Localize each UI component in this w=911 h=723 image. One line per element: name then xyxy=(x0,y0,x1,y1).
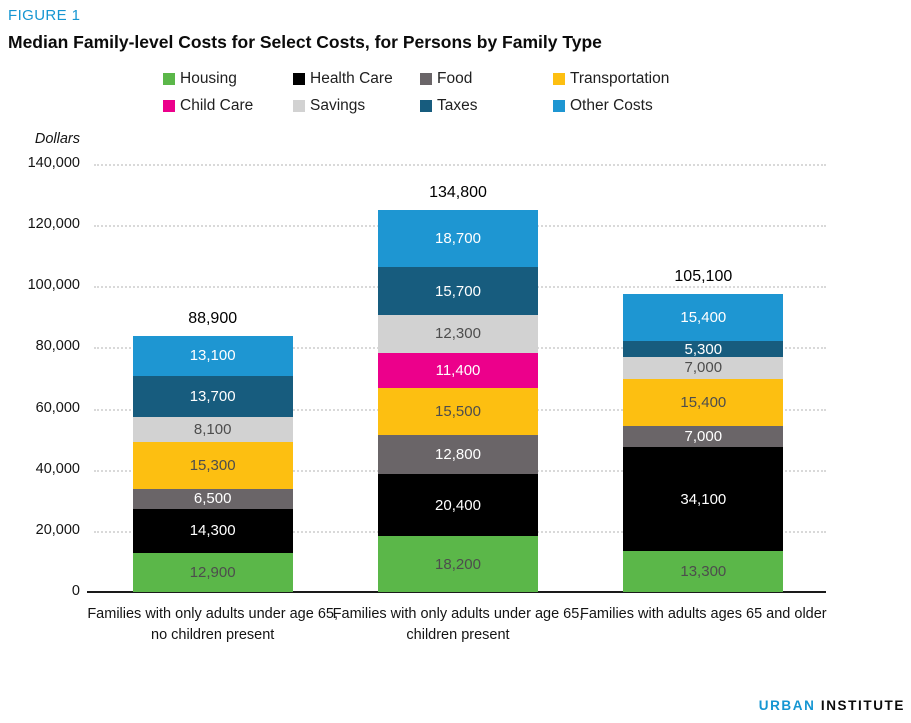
segment-food: 7,000 xyxy=(623,425,784,448)
y-tick-label: 120,000 xyxy=(27,216,80,233)
legend-item-taxes: Taxes xyxy=(420,97,553,115)
child-care-swatch-icon xyxy=(163,100,175,112)
segment-housing: 13,300 xyxy=(623,551,784,592)
other-costs-swatch-icon xyxy=(553,100,565,112)
category-label-1: Families with only adults under age 65, … xyxy=(87,606,338,643)
segment-housing: 18,200 xyxy=(378,536,538,592)
health-care-swatch-icon xyxy=(293,73,305,85)
bar-total-label: 105,100 xyxy=(674,267,733,285)
legend-label: Housing xyxy=(180,70,237,87)
figure-label: FIGURE 1 xyxy=(8,7,81,24)
segment-transportation: 15,500 xyxy=(378,387,538,435)
segment-food: 12,800 xyxy=(378,434,538,475)
gridline xyxy=(94,164,826,166)
legend-label: Child Care xyxy=(180,97,254,114)
chart-title: Median Family-level Costs for Select Cos… xyxy=(8,32,602,52)
stacked-bar-3: 13,300 34,100 7,000 15,400 7,000 5,300 15,400 xyxy=(623,293,784,592)
legend-item-health-care: Health Care xyxy=(293,70,420,88)
y-tick-label: 0 xyxy=(71,583,80,599)
segment-transportation: 15,400 xyxy=(623,378,784,426)
x-axis-category-labels: Families with only adults under age 65, … xyxy=(87,604,826,654)
category-label-3: Families with adults ages 65 and older xyxy=(580,606,827,622)
legend-label: Health Care xyxy=(310,70,393,87)
legend-label: Taxes xyxy=(437,97,478,114)
segment-taxes: 5,300 xyxy=(623,341,784,358)
legend-item-transportation: Transportation xyxy=(553,70,669,88)
stacked-bar-1: 12,900 14,300 6,500 15,300 8,100 13,700 13,100 xyxy=(132,335,293,592)
legend-item-housing: Housing xyxy=(163,70,293,88)
bar-total-label: 88,900 xyxy=(188,309,238,327)
segment-health-care: 14,300 xyxy=(132,508,293,553)
brand-institute: INSTITUTE xyxy=(820,698,905,713)
segment-housing: 12,900 xyxy=(132,552,293,592)
transportation-swatch-icon xyxy=(553,73,565,85)
stacked-bar-2: 18,200 20,400 12,800 15,500 11,400 12,300 15,7… xyxy=(378,209,538,592)
savings-swatch-icon xyxy=(293,100,305,112)
segment-transportation: 15,300 xyxy=(132,442,293,490)
segment-child-care: 11,400 xyxy=(378,352,538,388)
plot-area: 12,900 14,300 6,500 15,300 8,100 13,700 13,100… xyxy=(87,164,826,593)
y-tick-label: 40,000 xyxy=(35,460,80,477)
legend-item-other-costs: Other Costs xyxy=(553,97,669,115)
segment-savings: 12,300 xyxy=(378,315,538,353)
segment-food: 6,500 xyxy=(132,489,293,509)
y-tick-label: 20,000 xyxy=(35,521,80,538)
segment-taxes: 15,700 xyxy=(378,267,538,316)
chart-legend: Housing Health Care Food Transportation Chil… xyxy=(163,70,669,115)
y-tick-label: 60,000 xyxy=(35,399,80,416)
segment-health-care: 34,100 xyxy=(623,447,784,552)
taxes-swatch-icon xyxy=(420,100,432,112)
urban-institute-logo: URBAN INSTITUTE xyxy=(759,698,905,713)
legend-item-food: Food xyxy=(420,70,553,88)
legend-label: Transportation xyxy=(570,70,670,87)
segment-health-care: 20,400 xyxy=(378,474,538,537)
segment-other-costs: 15,400 xyxy=(623,293,784,342)
housing-swatch-icon xyxy=(163,73,175,85)
legend-label: Food xyxy=(437,70,473,87)
y-tick-label: 140,000 xyxy=(27,155,80,171)
y-axis-unit-label: Dollars xyxy=(34,131,80,147)
segment-taxes: 13,700 xyxy=(132,375,293,418)
segment-other-costs: 13,100 xyxy=(132,335,293,376)
legend-item-savings: Savings xyxy=(293,97,420,115)
segment-savings: 8,100 xyxy=(132,417,293,443)
legend-label: Other Costs xyxy=(570,97,653,114)
y-tick-label: 80,000 xyxy=(35,338,80,355)
segment-savings: 7,000 xyxy=(623,357,784,379)
legend-label: Savings xyxy=(310,97,366,114)
y-tick-label: 100,000 xyxy=(27,277,80,294)
y-axis-tick-labels: 140,000 120,000 100,000 80,000 60,000 40,000 2… xyxy=(0,155,80,599)
category-label-2: Families with only adults under age 65, … xyxy=(332,606,584,643)
x-axis-line xyxy=(87,591,826,593)
food-swatch-icon xyxy=(420,73,432,85)
segment-other-costs: 18,700 xyxy=(378,209,538,268)
brand-urban: URBAN xyxy=(758,698,816,713)
bar-total-label: 134,800 xyxy=(429,183,487,201)
legend-item-child-care: Child Care xyxy=(163,97,293,115)
